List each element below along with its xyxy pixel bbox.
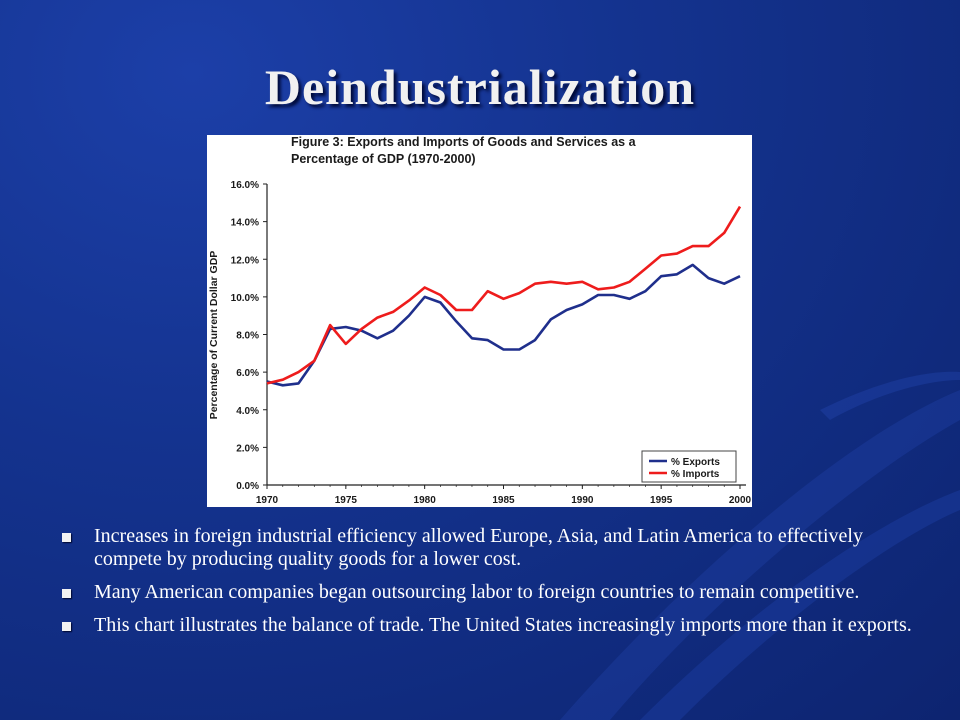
- bullet-item: Increases in foreign industrial efficien…: [56, 525, 916, 571]
- bullet-item: Many American companies began outsourcin…: [56, 581, 916, 604]
- chart-figure: Figure 3: Exports and Imports of Goods a…: [207, 135, 752, 507]
- bullet-text: Increases in foreign industrial efficien…: [94, 525, 863, 570]
- chart-axes: [263, 183, 746, 489]
- series-line-imports: [266, 205, 742, 385]
- square-bullet-icon: [62, 533, 71, 542]
- chart-title-line: Percentage of GDP (1970-2000): [291, 152, 476, 166]
- x-tick-label: 1995: [650, 495, 673, 506]
- series-line-exports: [266, 263, 741, 387]
- tick-labels: 0.0% 2.0% 4.0% 6.0% 8.0% 10.0% 12.0% 14.0% 16.0%…: [231, 180, 752, 506]
- x-tick-label: 1990: [571, 495, 594, 506]
- x-tick-label: 1985: [492, 495, 515, 506]
- x-tick-label: 2000: [729, 495, 752, 506]
- y-tick-label: 4.0%: [236, 406, 259, 417]
- bullet-text: Many American companies began outsourcin…: [94, 581, 860, 603]
- y-axis-title: Percentage of Current Dollar GDP: [208, 251, 220, 420]
- chart-title: Figure 3: Exports and Imports of Goods a…: [291, 135, 637, 166]
- x-tick-label: 1980: [414, 495, 437, 506]
- y-tick-label: 10.0%: [231, 293, 259, 304]
- chart-title-line: Figure 3: Exports and Imports of Goods a…: [291, 135, 637, 149]
- legend-label: % Exports: [671, 457, 720, 468]
- y-axis-label: Percentage of Current Dollar GDP: [208, 251, 220, 420]
- y-tick-label: 6.0%: [236, 368, 259, 379]
- slide-title: Deindustrialization: [264, 59, 696, 115]
- y-tick-label: 8.0%: [236, 331, 259, 342]
- bullet-text: This chart illustrates the balance of tr…: [94, 614, 912, 636]
- y-tick-label: 0.0%: [236, 481, 259, 492]
- square-bullet-icon: [62, 622, 71, 631]
- chart-legend: % Exports% Imports: [641, 450, 737, 483]
- legend-box: [641, 450, 737, 483]
- y-tick-label: 2.0%: [236, 443, 259, 454]
- bullet-list: Increases in foreign industrial efficien…: [56, 525, 916, 647]
- y-tick-label: 12.0%: [231, 255, 259, 266]
- legend-label: % Imports: [671, 469, 720, 480]
- series-lines: [266, 205, 742, 387]
- line-chart: Figure 3: Exports and Imports of Goods a…: [208, 135, 752, 506]
- x-tick-label: 1970: [256, 495, 279, 506]
- square-bullet-icon: [62, 589, 71, 598]
- x-tick-label: 1975: [335, 495, 358, 506]
- y-tick-label: 16.0%: [231, 180, 259, 191]
- bullet-item: This chart illustrates the balance of tr…: [56, 614, 916, 637]
- y-tick-label: 14.0%: [231, 218, 259, 229]
